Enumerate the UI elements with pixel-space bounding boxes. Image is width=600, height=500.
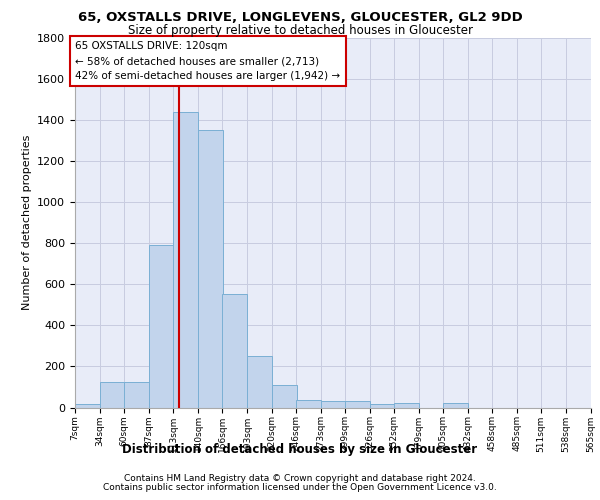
Y-axis label: Number of detached properties: Number of detached properties: [22, 135, 32, 310]
Bar: [296, 400, 321, 407]
Bar: [75, 404, 100, 407]
Bar: [247, 356, 272, 408]
Bar: [124, 382, 149, 407]
Bar: [443, 404, 468, 407]
Bar: [321, 402, 346, 407]
Text: 65 OXSTALLS DRIVE: 120sqm
← 58% of detached houses are smaller (2,713)
42% of se: 65 OXSTALLS DRIVE: 120sqm ← 58% of detac…: [76, 41, 341, 81]
Bar: [345, 402, 370, 407]
Bar: [370, 404, 395, 407]
Bar: [272, 385, 297, 407]
Text: Contains public sector information licensed under the Open Government Licence v3: Contains public sector information licen…: [103, 484, 497, 492]
Bar: [394, 404, 419, 407]
Text: Size of property relative to detached houses in Gloucester: Size of property relative to detached ho…: [128, 24, 473, 37]
Bar: [149, 245, 174, 408]
Bar: [173, 112, 198, 408]
Bar: [198, 130, 223, 407]
Bar: [100, 382, 125, 407]
Bar: [222, 294, 247, 408]
Text: Contains HM Land Registry data © Crown copyright and database right 2024.: Contains HM Land Registry data © Crown c…: [124, 474, 476, 483]
Text: Distribution of detached houses by size in Gloucester: Distribution of detached houses by size …: [122, 442, 478, 456]
Text: 65, OXSTALLS DRIVE, LONGLEVENS, GLOUCESTER, GL2 9DD: 65, OXSTALLS DRIVE, LONGLEVENS, GLOUCEST…: [77, 11, 523, 24]
